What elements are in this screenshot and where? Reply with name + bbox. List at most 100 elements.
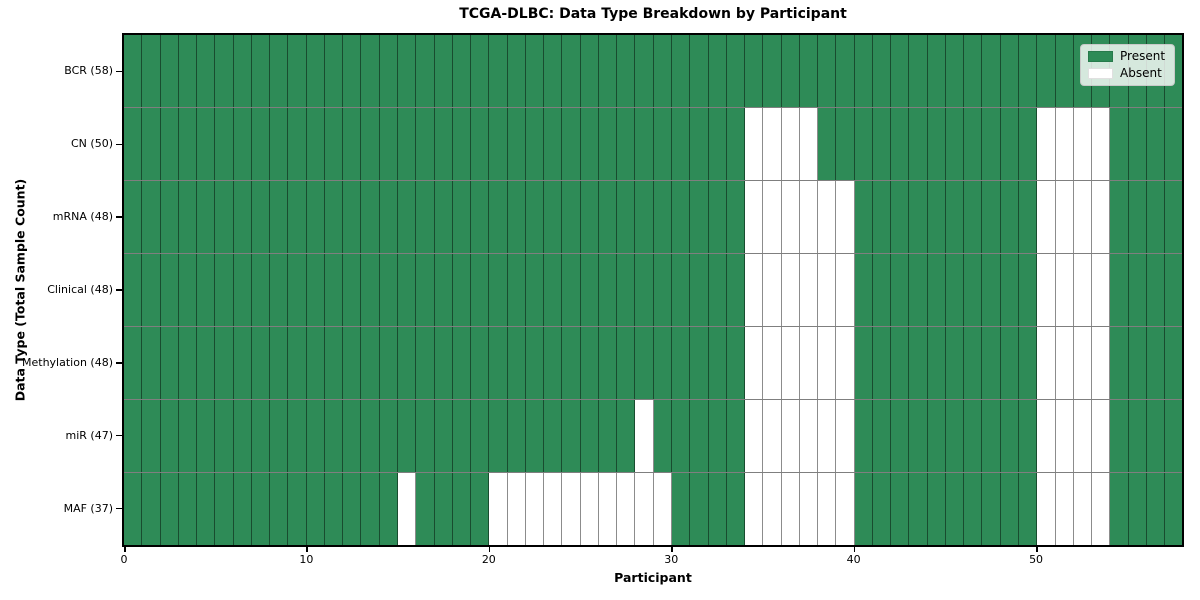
heatmap-cell [781, 327, 800, 399]
heatmap-cell [471, 35, 490, 107]
heatmap-cell [836, 108, 855, 180]
heatmap-cell [726, 181, 746, 253]
heatmap-cell [763, 35, 782, 107]
heatmap-cell [562, 400, 581, 472]
heatmap-cell [361, 327, 380, 399]
heatmap-row [124, 108, 1183, 181]
heatmap-cell [671, 473, 691, 545]
y-axis-tick [116, 362, 122, 364]
heatmap-cell [708, 35, 727, 107]
heatmap-cell [507, 254, 526, 326]
heatmap-cell [818, 254, 837, 326]
heatmap-cell [891, 473, 910, 545]
heatmap-cell [708, 254, 727, 326]
heatmap-cell [1092, 108, 1111, 180]
x-axis-tick [124, 547, 126, 552]
heatmap-cell [872, 181, 892, 253]
heatmap-cell [1092, 473, 1111, 545]
heatmap-cell [197, 473, 216, 545]
heatmap-cell [343, 327, 362, 399]
heatmap-cell [1128, 181, 1147, 253]
y-axis-tick-label: miR (47) [65, 428, 114, 442]
heatmap-cell [124, 473, 143, 545]
legend-item-absent: Absent [1088, 67, 1165, 80]
heatmap-cell [799, 327, 819, 399]
heatmap-cell [197, 327, 216, 399]
heatmap-cell [562, 327, 581, 399]
heatmap-cell [690, 400, 709, 472]
heatmap-cell [142, 400, 161, 472]
heatmap-cell [598, 327, 618, 399]
heatmap-cell [635, 473, 654, 545]
heatmap-cell [854, 181, 873, 253]
heatmap-cell [397, 327, 417, 399]
heatmap-cell [982, 181, 1001, 253]
heatmap-cell [507, 473, 526, 545]
heatmap-cell [452, 473, 472, 545]
heatmap-cell [708, 108, 727, 180]
heatmap-cell [1128, 473, 1147, 545]
heatmap-cell [854, 473, 873, 545]
heatmap-cell [379, 35, 398, 107]
heatmap-cell [324, 400, 344, 472]
heatmap-cell [690, 473, 709, 545]
heatmap-cell [836, 327, 855, 399]
heatmap-cell [1000, 400, 1020, 472]
heatmap-cell [726, 473, 746, 545]
heatmap-cell [489, 35, 508, 107]
heatmap-cell [507, 327, 526, 399]
heatmap-cell [471, 473, 490, 545]
heatmap-cell [781, 35, 800, 107]
heatmap-cell [288, 327, 307, 399]
x-axis-tick [306, 547, 308, 552]
heatmap-cell [361, 400, 380, 472]
heatmap-cell [233, 108, 252, 180]
heatmap-cell [1073, 400, 1093, 472]
heatmap-cell [1092, 400, 1111, 472]
heatmap-cell [1000, 254, 1020, 326]
heatmap-cell [544, 108, 563, 180]
heatmap-row [124, 254, 1183, 327]
heatmap-cell [160, 254, 179, 326]
legend: Present Absent [1080, 44, 1176, 86]
heatmap-row [124, 400, 1183, 473]
heatmap-cell [580, 108, 599, 180]
heatmap-cell [251, 35, 271, 107]
heatmap-cell [397, 181, 417, 253]
heatmap-cell [891, 181, 910, 253]
heatmap-cell [580, 400, 599, 472]
heatmap-cell [160, 108, 179, 180]
heatmap-cell [489, 254, 508, 326]
heatmap-cell [1019, 108, 1038, 180]
heatmap-cell [452, 400, 472, 472]
heatmap-cell [562, 254, 581, 326]
heatmap-cell [671, 400, 691, 472]
heatmap-cell [726, 108, 746, 180]
heatmap-cell [197, 254, 216, 326]
heatmap-cell [909, 327, 928, 399]
heatmap-cell [818, 35, 837, 107]
heatmap-cell [1055, 181, 1074, 253]
heatmap-cell [617, 181, 636, 253]
heatmap-cell [745, 254, 764, 326]
heatmap-cell [233, 35, 252, 107]
heatmap-cell [343, 181, 362, 253]
y-axis-tick [116, 216, 122, 218]
present-swatch-icon [1088, 51, 1113, 62]
heatmap-cell [251, 254, 271, 326]
heatmap-cell [598, 108, 618, 180]
heatmap-cell [1037, 108, 1056, 180]
heatmap-cell [1055, 35, 1074, 107]
heatmap-cell [1110, 473, 1129, 545]
heatmap-cell [525, 327, 545, 399]
heatmap-cell [233, 400, 252, 472]
heatmap-cell [763, 400, 782, 472]
heatmap-cell [745, 35, 764, 107]
heatmap-cell [927, 181, 946, 253]
y-axis-tick [116, 143, 122, 146]
heatmap-cell [1128, 254, 1147, 326]
heatmap-cell [909, 254, 928, 326]
heatmap-cell [361, 35, 380, 107]
heatmap-cell [160, 181, 179, 253]
